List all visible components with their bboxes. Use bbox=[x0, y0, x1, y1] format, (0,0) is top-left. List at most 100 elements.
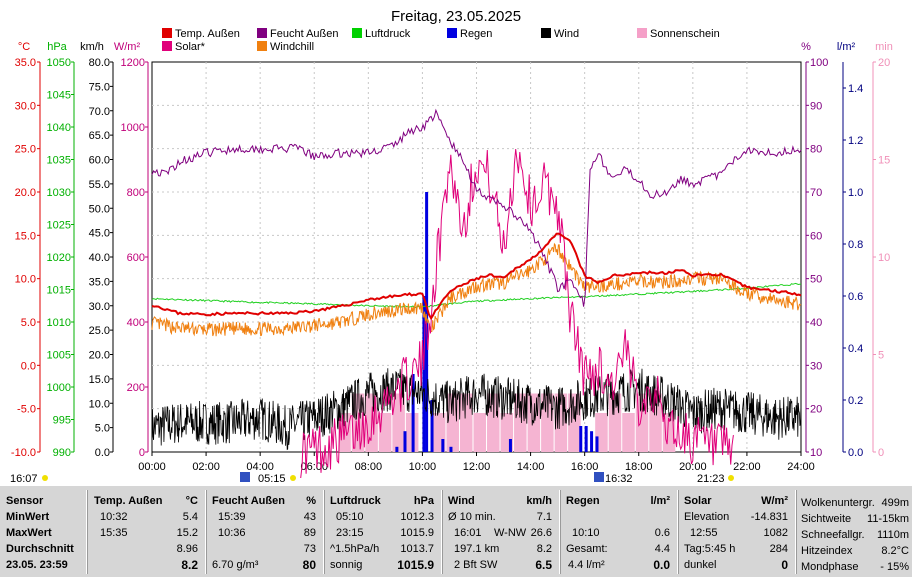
legend-swatch-3 bbox=[447, 28, 457, 38]
temp-max-value: 15.2 bbox=[176, 527, 198, 539]
rain-bar bbox=[508, 439, 512, 452]
temp-min-time: 10:32 bbox=[100, 511, 128, 523]
solar-state: dunkel bbox=[684, 559, 717, 571]
moon-icon bbox=[42, 475, 48, 481]
pressure-axis-unit: hPa bbox=[47, 41, 67, 53]
legend-label-7: Windchill bbox=[270, 41, 314, 53]
rain-tick-label: 1.0 bbox=[848, 187, 863, 199]
press-header: Luftdruck bbox=[330, 495, 381, 507]
wind-run: 197.1 km bbox=[454, 543, 500, 555]
legend-label-6: Solar* bbox=[175, 41, 206, 53]
wind-tick-label: 25.0 bbox=[89, 325, 110, 337]
time-tick-label: 08:00 bbox=[355, 461, 383, 473]
weather-chart: Freitag, 23.05.2025 Temp. Außen Feucht Au… bbox=[10, 8, 893, 485]
press-forecast: sonnig bbox=[330, 559, 363, 571]
wind-tick-label: 60.0 bbox=[89, 155, 110, 167]
pressure-tick-label: 1010 bbox=[47, 317, 71, 329]
humid-avg-value: 73 bbox=[303, 543, 316, 555]
sunset-label: 16:32 bbox=[605, 473, 633, 485]
solar-max-time: 12:55 bbox=[690, 527, 718, 539]
pressure-tick-label: 1020 bbox=[47, 252, 71, 264]
time-tick-label: 10:00 bbox=[409, 461, 437, 473]
legend-label-3: Regen bbox=[460, 28, 492, 40]
wind-max-time: 16:01 bbox=[454, 527, 482, 539]
moonrise-label: 16:07 bbox=[10, 473, 38, 485]
legend-swatch-0 bbox=[162, 28, 172, 38]
sun-tick-label: 20 bbox=[878, 57, 890, 69]
temp-tick-label: -10.0 bbox=[11, 447, 36, 459]
sunshine-bar bbox=[622, 413, 635, 452]
pressure-tick-label: 1050 bbox=[47, 57, 71, 69]
snowline-value: 1110m bbox=[876, 529, 909, 541]
sunshine-bar bbox=[473, 413, 487, 452]
pressure-tick-label: 1025 bbox=[47, 220, 71, 232]
time-tick-label: 16:00 bbox=[571, 461, 599, 473]
solar-tick-label: 800 bbox=[127, 187, 145, 199]
temp-current-value: 8.2 bbox=[181, 558, 198, 572]
press-max-value: 1015.9 bbox=[400, 527, 434, 539]
rain-tick-label: 0.6 bbox=[848, 291, 863, 303]
legend-swatch-4 bbox=[541, 28, 551, 38]
solar-tick-label: 1200 bbox=[121, 57, 145, 69]
sunshine-bar bbox=[541, 393, 554, 452]
rain-max-value: 0.6 bbox=[654, 527, 670, 539]
visibility-label: Sichtweite bbox=[801, 513, 852, 525]
legend-swatch-5 bbox=[637, 28, 647, 38]
moonphase-label: Mondphase bbox=[801, 561, 859, 573]
sunrise-label: 05:15 bbox=[258, 473, 286, 485]
series-pressure bbox=[151, 282, 802, 309]
legend-swatch-6 bbox=[162, 41, 172, 51]
heatindex-value: 8.2°C bbox=[881, 545, 909, 557]
plot-area bbox=[151, 108, 802, 479]
rain-bar bbox=[395, 446, 399, 452]
cloudbase-label: Wolkenuntergr. bbox=[801, 497, 875, 509]
humid-current-value: 80 bbox=[302, 558, 316, 572]
wind-tick-label: 50.0 bbox=[89, 203, 110, 215]
humid-unit: % bbox=[306, 495, 316, 507]
sun-tick-label: 5 bbox=[878, 350, 884, 362]
sunshine-bar bbox=[378, 413, 392, 452]
solar-tick-label: 400 bbox=[127, 317, 145, 329]
wind-current-value: 6.5 bbox=[535, 558, 552, 572]
solar-current-value: 0 bbox=[781, 558, 788, 572]
solar-tick-label: 1000 bbox=[121, 122, 145, 134]
sun-tick-label: 0 bbox=[878, 447, 884, 459]
legend-label-2: Luftdruck bbox=[365, 28, 411, 40]
humid-min-time: 15:39 bbox=[218, 511, 246, 523]
time-tick-label: 00:00 bbox=[138, 461, 166, 473]
temp-tick-label: 25.0 bbox=[15, 144, 36, 156]
humidity-tick-label: 90 bbox=[810, 100, 822, 112]
wind-tick-label: 70.0 bbox=[89, 106, 110, 118]
rain-tick-label: 1.4 bbox=[848, 83, 863, 95]
sunshine-bar bbox=[608, 393, 622, 452]
press-trend: ^1.5hPa/h bbox=[330, 543, 380, 555]
solar-tick-label: 200 bbox=[127, 382, 145, 394]
rain-bar bbox=[584, 426, 588, 452]
rain-total-label: Gesamt: bbox=[566, 543, 608, 555]
humidity-tick-label: 70 bbox=[810, 187, 822, 199]
wind-tick-label: 75.0 bbox=[89, 81, 110, 93]
grid bbox=[151, 61, 802, 453]
heatindex-label: Hitzeindex bbox=[801, 545, 853, 557]
temp-tick-label: 15.0 bbox=[15, 230, 36, 242]
rain-bar bbox=[411, 374, 415, 452]
rain-tick-label: 0.2 bbox=[848, 395, 863, 407]
humidity-tick-label: 50 bbox=[810, 274, 822, 286]
max-label: MaxWert bbox=[6, 527, 52, 539]
temp-unit: °C bbox=[185, 495, 198, 507]
solar-avg-value: 284 bbox=[769, 543, 788, 555]
series-wind bbox=[151, 368, 802, 451]
stats-pressure-column: Luftdruck hPa 05:10 1012.3 23:15 1015.9 ^1.… bbox=[330, 494, 436, 574]
rain-tick-label: 0.4 bbox=[848, 343, 863, 355]
wind-tick-label: 15.0 bbox=[89, 374, 110, 386]
wind-header: Wind bbox=[448, 495, 475, 507]
stats-rain-column: Regen l/m² 10:10 0.6 Gesamt: 4.4 4.4 l/m² 0.… bbox=[566, 494, 672, 574]
pressure-tick-label: 1005 bbox=[47, 350, 71, 362]
temp-max-time: 15:35 bbox=[100, 527, 128, 539]
temp-tick-label: 30.0 bbox=[15, 100, 36, 112]
time-tick-label: 24:00 bbox=[787, 461, 815, 473]
temp-tick-label: 5.0 bbox=[21, 317, 36, 329]
humid-abs-label: 6.70 g/m³ bbox=[212, 559, 259, 571]
series-windchill bbox=[151, 242, 802, 337]
axes: °C 35.0 30.0 25.0 20.0 15.0 10.0 5.0 0.0 -5.0 -10.… bbox=[11, 41, 893, 473]
